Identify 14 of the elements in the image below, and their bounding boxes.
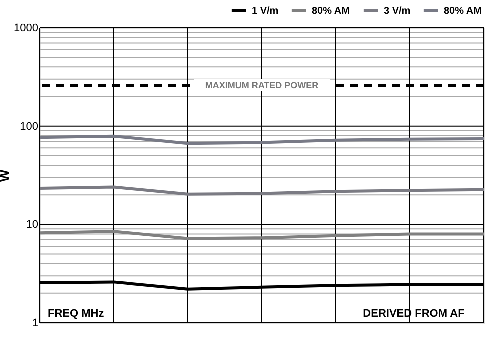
legend-label: 3 V/m — [384, 6, 411, 17]
line-series — [38, 186, 486, 196]
line-series — [38, 230, 486, 240]
line-series — [38, 134, 486, 146]
y-axis-title: W — [0, 169, 12, 182]
ref-line-label: MAXIMUM RATED POWER — [205, 80, 320, 91]
y-tick-label: 100 — [20, 120, 38, 133]
y-tick-label: 1 — [32, 318, 38, 330]
y-tick-label: 1000 — [14, 22, 38, 34]
legend-label: 1 V/m — [252, 6, 279, 17]
legend-label: 80% AM — [444, 6, 482, 17]
x-axis-title: FREQ MHz — [48, 308, 105, 320]
y-tick-label: 10 — [26, 219, 38, 232]
legend-label: 80% AM — [312, 6, 350, 17]
